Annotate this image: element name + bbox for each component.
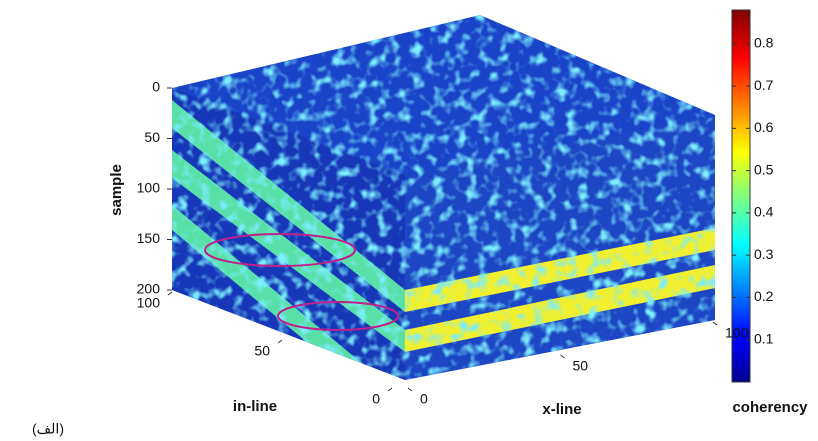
tick-label: 100 [137, 180, 161, 196]
caption: (الف) [32, 421, 64, 437]
tick-label: 0 [372, 391, 380, 407]
colorbar [731, 9, 751, 383]
colorbar-tick-label: 0.8 [754, 35, 774, 51]
tick-label: 0 [152, 79, 160, 95]
tick-label: 50 [144, 129, 160, 145]
colorbar-tick-label: 0.1 [754, 330, 774, 346]
colorbar-tick-label: 0.7 [754, 77, 774, 93]
axis-label: in-line [233, 398, 277, 415]
axis-label: sample [108, 164, 125, 216]
tick-mark [387, 387, 393, 392]
highlight [204, 233, 356, 267]
tick-mark [167, 291, 173, 296]
colorbar-tick-label: 0.4 [754, 204, 774, 220]
colorbar-tick-label: 0.3 [754, 246, 774, 262]
tick-label: 0 [420, 391, 428, 407]
colorbar-tick-label: 0.5 [754, 161, 774, 177]
tick-label: 50 [254, 343, 270, 359]
axis-label: coherency [732, 399, 808, 416]
highlight [277, 301, 399, 331]
tick-label: 50 [573, 358, 589, 374]
tick-mark [407, 387, 413, 392]
cube [172, 15, 715, 380]
tick-label: 100 [137, 295, 161, 311]
tick-mark [560, 354, 565, 359]
colorbar-tick-label: 0.6 [754, 119, 774, 135]
axis-label: x-line [542, 401, 581, 418]
tick-label: 200 [137, 281, 161, 297]
tick-label: 150 [137, 230, 161, 246]
colorbar-tick-label: 0.2 [754, 288, 774, 304]
tick-label: 100 [725, 325, 749, 341]
tick-mark [712, 321, 718, 326]
tick-mark [277, 339, 283, 344]
